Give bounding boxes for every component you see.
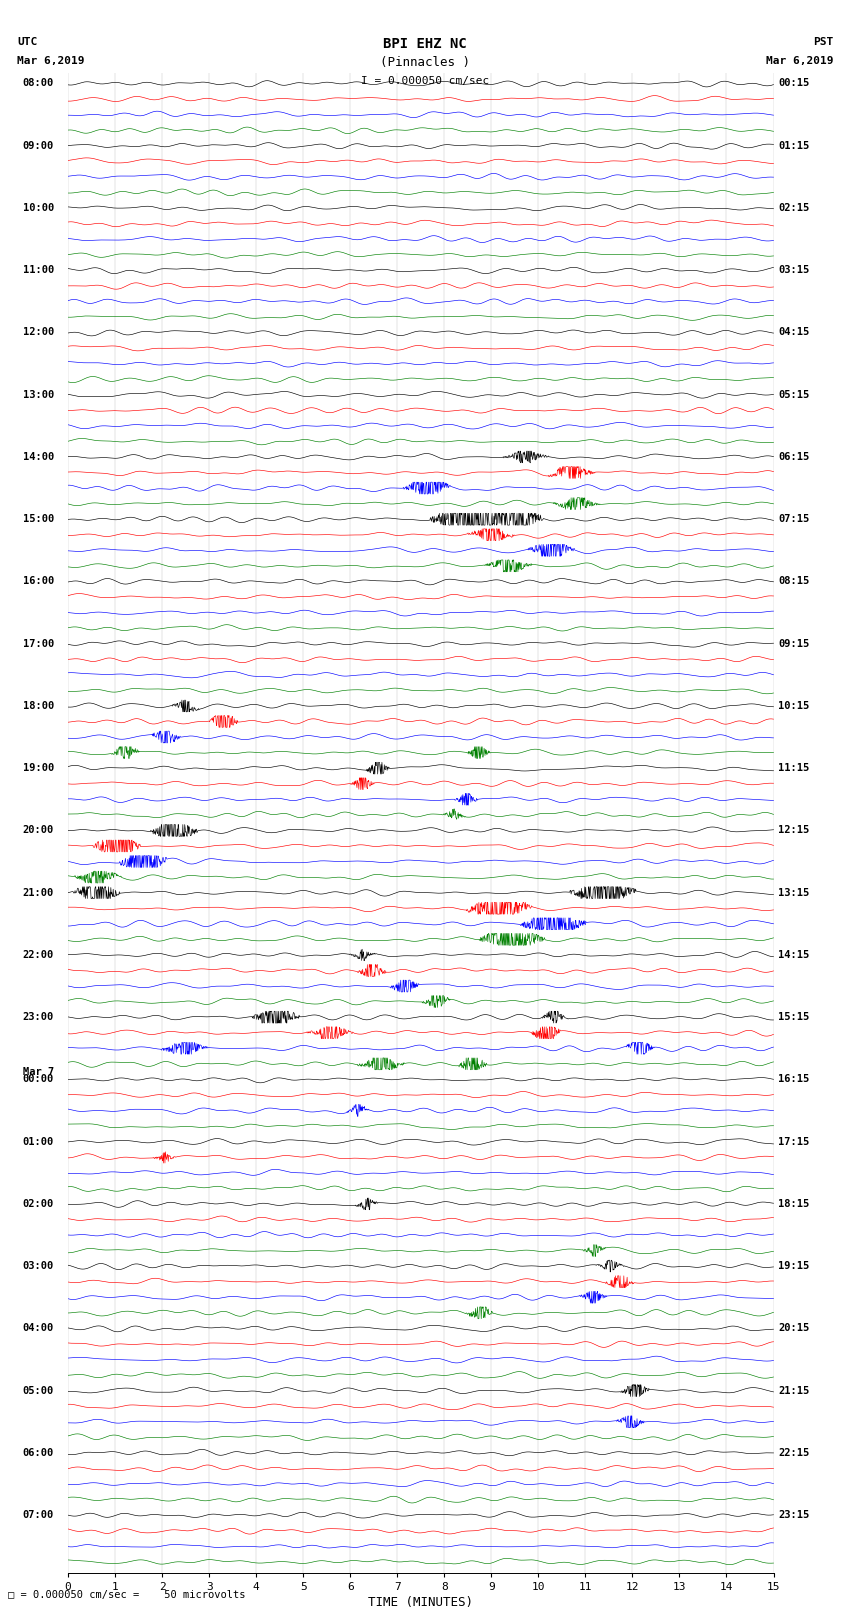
Text: 12:15: 12:15	[779, 826, 809, 836]
Text: 18:00: 18:00	[23, 702, 54, 711]
Text: Mar 6,2019: Mar 6,2019	[766, 56, 833, 66]
Text: 09:15: 09:15	[779, 639, 809, 648]
Text: 21:15: 21:15	[779, 1386, 809, 1395]
Text: 23:15: 23:15	[779, 1510, 809, 1519]
Text: PST: PST	[813, 37, 833, 47]
Text: 15:00: 15:00	[23, 515, 54, 524]
Text: 14:15: 14:15	[779, 950, 809, 960]
Text: Mar 6,2019: Mar 6,2019	[17, 56, 84, 66]
Text: 22:15: 22:15	[779, 1448, 809, 1458]
Text: 00:00: 00:00	[23, 1074, 54, 1084]
Text: 16:15: 16:15	[779, 1074, 809, 1084]
Text: 04:15: 04:15	[779, 327, 809, 337]
Text: 15:15: 15:15	[779, 1011, 809, 1023]
Text: 17:00: 17:00	[23, 639, 54, 648]
Text: 22:00: 22:00	[23, 950, 54, 960]
Text: 01:15: 01:15	[779, 140, 809, 150]
Text: 13:15: 13:15	[779, 887, 809, 898]
Text: 04:00: 04:00	[23, 1323, 54, 1334]
Text: 01:00: 01:00	[23, 1137, 54, 1147]
Text: 14:00: 14:00	[23, 452, 54, 461]
Text: 19:00: 19:00	[23, 763, 54, 773]
Text: 03:00: 03:00	[23, 1261, 54, 1271]
Text: 23:00: 23:00	[23, 1011, 54, 1023]
Text: Mar 7: Mar 7	[23, 1066, 54, 1076]
Text: 20:00: 20:00	[23, 826, 54, 836]
X-axis label: TIME (MINUTES): TIME (MINUTES)	[368, 1595, 473, 1608]
Text: 00:15: 00:15	[779, 79, 809, 89]
Text: □ = 0.000050 cm/sec =    50 microvolts: □ = 0.000050 cm/sec = 50 microvolts	[8, 1590, 246, 1600]
Text: 10:15: 10:15	[779, 702, 809, 711]
Text: 09:00: 09:00	[23, 140, 54, 150]
Text: 11:15: 11:15	[779, 763, 809, 773]
Text: 13:00: 13:00	[23, 390, 54, 400]
Text: 18:15: 18:15	[779, 1198, 809, 1208]
Text: 19:15: 19:15	[779, 1261, 809, 1271]
Text: 02:00: 02:00	[23, 1198, 54, 1208]
Text: (Pinnacles ): (Pinnacles )	[380, 56, 470, 69]
Text: 11:00: 11:00	[23, 265, 54, 276]
Text: 20:15: 20:15	[779, 1323, 809, 1334]
Text: 07:15: 07:15	[779, 515, 809, 524]
Text: 07:00: 07:00	[23, 1510, 54, 1519]
Text: 06:00: 06:00	[23, 1448, 54, 1458]
Text: BPI EHZ NC: BPI EHZ NC	[383, 37, 467, 52]
Text: 05:15: 05:15	[779, 390, 809, 400]
Text: I = 0.000050 cm/sec: I = 0.000050 cm/sec	[361, 76, 489, 85]
Text: 17:15: 17:15	[779, 1137, 809, 1147]
Text: 02:15: 02:15	[779, 203, 809, 213]
Text: 05:00: 05:00	[23, 1386, 54, 1395]
Text: 08:00: 08:00	[23, 79, 54, 89]
Text: 10:00: 10:00	[23, 203, 54, 213]
Text: UTC: UTC	[17, 37, 37, 47]
Text: 16:00: 16:00	[23, 576, 54, 587]
Text: 03:15: 03:15	[779, 265, 809, 276]
Text: 06:15: 06:15	[779, 452, 809, 461]
Text: 08:15: 08:15	[779, 576, 809, 587]
Text: 21:00: 21:00	[23, 887, 54, 898]
Text: 12:00: 12:00	[23, 327, 54, 337]
